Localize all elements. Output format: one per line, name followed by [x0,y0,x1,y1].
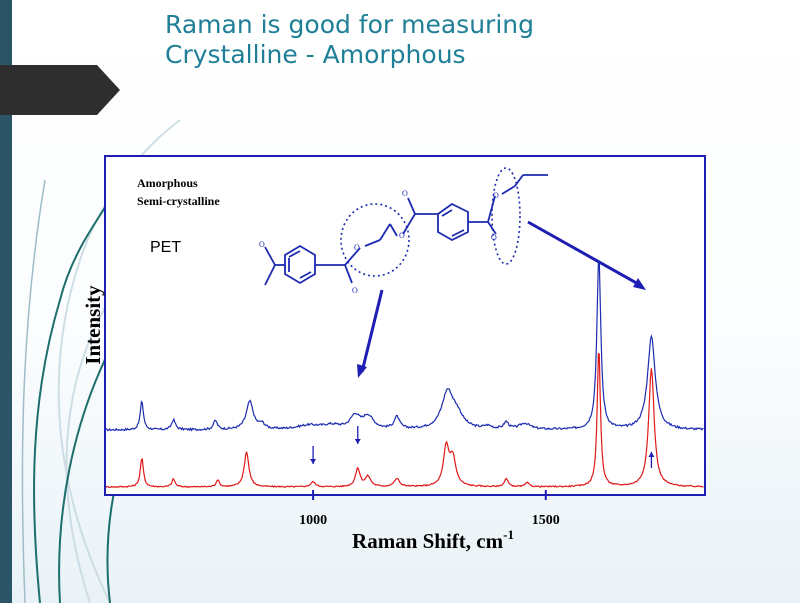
svg-text:O: O [354,243,360,252]
x-tick-label: 1500 [532,513,560,528]
svg-text:O: O [399,231,405,240]
series-line-semicrystalline [105,352,704,489]
peak-markers [310,426,655,468]
svg-text:O: O [259,240,265,249]
x-tick-label: 1000 [299,513,327,528]
svg-text:O: O [402,189,408,198]
series-line-amorphous [106,260,704,432]
structure-atom-labels: O O O O O O O [259,189,499,295]
down-arrow-marker-head [354,439,361,444]
slide-title: Raman is good for measuring Crystalline … [165,10,534,70]
carbonyl-highlight-circle [491,167,521,265]
pet-label: PET [150,239,181,256]
plot-frame [104,155,706,496]
slide-title-line-1: Raman is good for measuring [165,10,534,39]
legend-amorphous: Amorphous [137,176,198,190]
down-arrow-marker-head [310,459,317,464]
x-axis-label-superscript: -1 [503,527,514,542]
title-tab-arrow [0,65,120,115]
swoosh-line-6 [21,179,46,603]
svg-text:O: O [491,233,497,242]
svg-text:O: O [493,191,499,200]
x-axis-label-text: Raman Shift, cm [352,529,504,553]
x-axis-ticks: 1000 1500 [299,490,560,528]
swoosh-line-4 [33,199,111,603]
pointer-arrowhead-2 [633,278,646,290]
slide-title-line-2: Crystalline - Amorphous [165,40,466,69]
svg-text:O: O [352,286,358,295]
ethylene-glycol-highlight-circle [340,203,410,277]
legend-semicrystalline: Semi-crystalline [137,194,220,208]
structure-pointer-arrows [360,220,641,373]
up-arrow-marker-head [648,452,655,457]
y-axis-label: Intensity [81,285,105,365]
x-axis-label: Raman Shift, cm-1 [352,527,514,553]
pointer-arrowhead-1 [357,364,367,378]
left-accent-bar [0,0,12,603]
